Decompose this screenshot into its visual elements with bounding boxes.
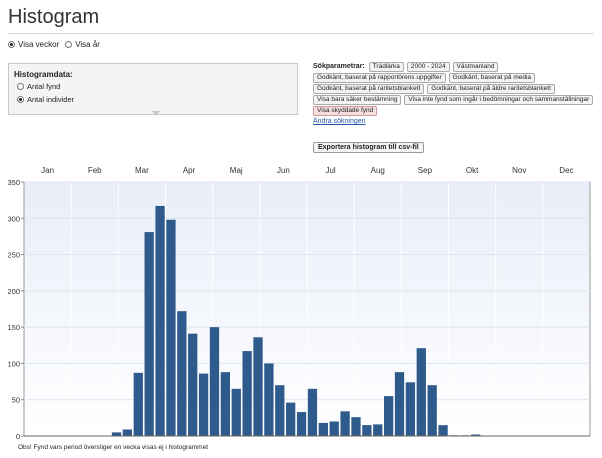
title-divider: [8, 33, 594, 34]
month-label: Jun: [277, 166, 290, 175]
mode-selector: Visa veckor Visa år: [8, 40, 100, 49]
histogram-footnote: Obs! Fynd vars period överstiger en veck…: [18, 444, 209, 451]
histogram-bar: [351, 417, 361, 436]
histogram-bar: [340, 411, 350, 436]
search-parameters: Sökparametrar: Trädlärka 2000 - 2024 Väs…: [313, 62, 598, 125]
y-tick-label: 50: [12, 396, 20, 405]
histogram-bar: [296, 412, 307, 436]
histogram-bar: [155, 205, 165, 436]
histogram-bar: [133, 372, 143, 436]
export-csv-button[interactable]: Exportera histogram till csv-fil: [313, 142, 424, 153]
histogram-bar: [383, 396, 394, 436]
panel-caret-icon: [152, 111, 160, 116]
month-label: Aug: [371, 166, 385, 175]
search-chip: Visa skyddade fynd: [313, 106, 378, 116]
month-label: Dec: [559, 166, 573, 175]
histogram-bar: [427, 385, 437, 436]
mode-years-radio[interactable]: [65, 41, 73, 48]
search-chip: Godkänt, baserat på raritetsblankett: [313, 84, 425, 94]
option-antal-individer[interactable]: Antal individer: [17, 95, 74, 104]
month-label: Maj: [230, 166, 243, 175]
histogram-bar: [242, 351, 252, 436]
search-chip: Västmanland: [452, 62, 499, 72]
histogram-bar: [188, 333, 198, 436]
month-label: Apr: [183, 166, 196, 175]
antal-individer-radio[interactable]: [17, 96, 24, 103]
histogram-bar: [373, 424, 383, 436]
mode-years-label[interactable]: Visa år: [75, 40, 100, 49]
search-chip: Godkänt, baserat på äldre raritetsblanke…: [427, 84, 555, 94]
change-search-link[interactable]: Ändra sökningen: [313, 118, 366, 125]
histogram-bar: [209, 327, 220, 436]
y-tick-label: 350: [7, 178, 20, 187]
histogram-bar: [416, 348, 426, 436]
histogram-bar: [286, 402, 296, 436]
y-tick-label: 100: [7, 359, 20, 368]
y-tick-label: 0: [16, 432, 20, 441]
y-tick-label: 250: [7, 251, 20, 260]
search-chip: 2000 - 2024: [406, 62, 450, 72]
antal-fynd-label[interactable]: Antal fynd: [27, 82, 61, 91]
antal-fynd-radio[interactable]: [17, 83, 24, 90]
histogram-bar: [264, 363, 274, 436]
month-label: Jan: [41, 166, 54, 175]
histogram-bar: [318, 422, 328, 436]
histogram-bar: [329, 421, 339, 436]
histogram-bar: [144, 232, 154, 436]
histogram-bar: [275, 385, 285, 436]
month-label: Nov: [512, 166, 526, 175]
histogram-data-panel: Histogramdata: Antal fynd Antal individe…: [8, 63, 298, 115]
histogram-bar: [471, 434, 481, 436]
antal-individer-label[interactable]: Antal individer: [27, 95, 75, 104]
option-antal-fynd[interactable]: Antal fynd: [17, 82, 60, 91]
histogram-bar: [362, 425, 372, 436]
y-tick-label: 200: [7, 287, 20, 296]
y-tick-label: 150: [7, 323, 20, 332]
month-label: Okt: [466, 166, 479, 175]
month-label: Mar: [135, 166, 149, 175]
search-chip: Trädlärka: [368, 62, 404, 72]
mode-weeks-label[interactable]: Visa veckor: [18, 40, 60, 49]
histogram-bar: [111, 432, 122, 436]
histogram-bar: [198, 373, 209, 436]
y-tick-label: 300: [7, 214, 20, 223]
search-parameters-label: Sökparametrar:: [313, 63, 365, 70]
histogram-data-heading: Histogramdata:: [14, 70, 73, 79]
search-chip: Visa inte fynd som ingår i bedömningar o…: [404, 95, 594, 105]
histogram-bar: [405, 382, 416, 436]
histogram-bar: [231, 388, 241, 436]
month-label: Feb: [88, 166, 102, 175]
page-title: Histogram: [8, 6, 100, 28]
month-label: Jul: [325, 166, 335, 175]
search-chip: Godkänt, baserat på rapportörens uppgift…: [313, 73, 446, 83]
histogram-bar: [394, 372, 405, 436]
search-chip: Godkänt, baserat på media: [448, 73, 536, 83]
histogram-chart: Jan Feb Mar Apr Maj Jun Jul Aug Sep Okt Nov Dec 0 50 1…: [7, 166, 591, 441]
histogram-bar: [177, 311, 187, 436]
month-label: Sep: [418, 166, 433, 175]
histogram-bar: [253, 337, 263, 436]
search-chip: Visa bara säker bestämning: [313, 95, 402, 105]
histogram-bar: [307, 388, 318, 436]
histogram-bar: [438, 425, 448, 436]
histogram-bar: [166, 219, 176, 436]
histogram-bar: [122, 429, 133, 436]
mode-weeks-radio[interactable]: [8, 41, 15, 48]
histogram-bar: [220, 372, 231, 436]
